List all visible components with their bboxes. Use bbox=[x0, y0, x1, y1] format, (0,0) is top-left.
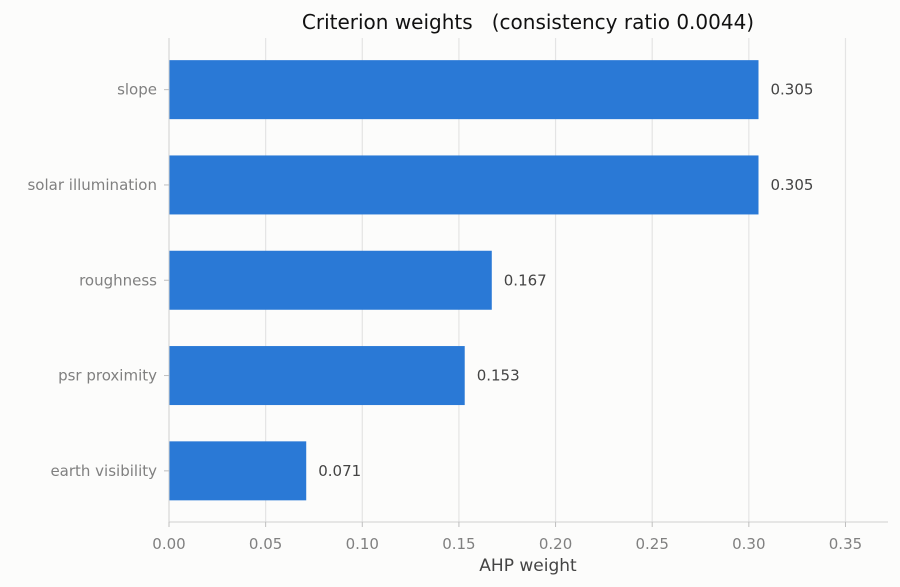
bar-psr-proximity bbox=[169, 346, 465, 406]
chart-title: Criterion weights (consistency ratio 0.0… bbox=[302, 10, 754, 34]
x-tick-label: 0.05 bbox=[249, 535, 282, 553]
data-labels: 0.305 0.305 0.167 0.153 0.071 bbox=[318, 81, 813, 480]
y-tick-labels: slope solar illumination roughness psr prox… bbox=[27, 81, 169, 480]
x-tick-label: 0.35 bbox=[829, 535, 862, 553]
y-tick-label: earth visibility bbox=[50, 462, 157, 480]
data-label: 0.305 bbox=[771, 176, 814, 194]
x-tick-label: 0.10 bbox=[346, 535, 379, 553]
data-label: 0.305 bbox=[771, 81, 814, 99]
y-tick-label: slope bbox=[117, 81, 157, 99]
bar-solar-illumination bbox=[169, 155, 759, 215]
x-axis-label: AHP weight bbox=[479, 556, 577, 576]
x-tick-label: 0.25 bbox=[635, 535, 668, 553]
x-tick-label: 0.30 bbox=[732, 535, 765, 553]
x-tick-label: 0.15 bbox=[442, 535, 475, 553]
y-tick-label: psr proximity bbox=[58, 367, 157, 385]
x-tick-labels: 0.00 0.05 0.10 0.15 0.20 0.25 0.30 0.35 bbox=[152, 522, 862, 553]
y-tick-label: solar illumination bbox=[27, 176, 157, 194]
data-label: 0.071 bbox=[318, 462, 361, 480]
bars bbox=[169, 60, 759, 501]
bar-roughness bbox=[169, 250, 492, 310]
data-label: 0.167 bbox=[504, 271, 547, 289]
x-tick-label: 0.00 bbox=[152, 535, 185, 553]
x-tick-label: 0.20 bbox=[539, 535, 572, 553]
bar-earth-visibility bbox=[169, 441, 307, 501]
bar-slope bbox=[169, 60, 759, 120]
y-tick-label: roughness bbox=[79, 271, 157, 289]
data-label: 0.153 bbox=[477, 367, 520, 385]
